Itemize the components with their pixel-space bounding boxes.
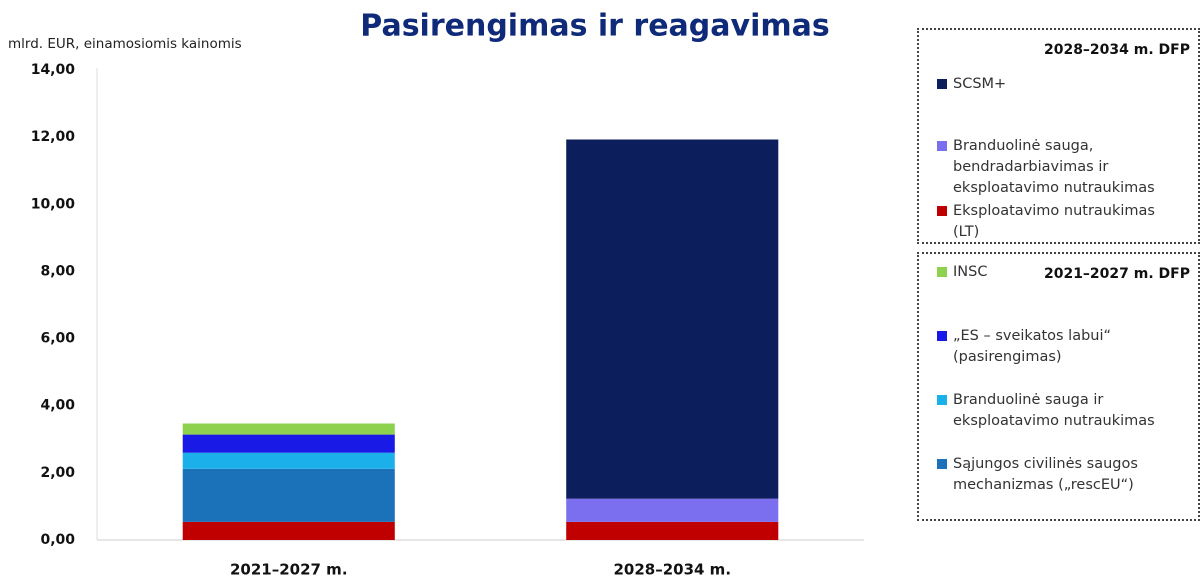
legend-swatch bbox=[937, 141, 947, 151]
legend-item: „ES – sveikatos labui“ (pasirengimas) bbox=[937, 326, 1183, 368]
legend-swatch bbox=[937, 206, 947, 216]
y-tick-label: 14,00 bbox=[31, 62, 76, 78]
y-axis-label: mlrd. EUR, einamosiomis kainomis bbox=[8, 36, 242, 52]
legend-label: Branduolinė sauga, bendradarbiavimas ir … bbox=[953, 138, 1155, 196]
bar-segment bbox=[182, 521, 395, 540]
legend-label: „ES – sveikatos labui“ (pasirengimas) bbox=[953, 328, 1112, 365]
bar-segment bbox=[566, 139, 779, 499]
legend-label: INSC bbox=[953, 264, 988, 280]
bar-segment bbox=[182, 423, 395, 435]
legend-label: Sąjungos civilinės saugos mechanizmas („… bbox=[953, 456, 1138, 493]
legend-item: SCSM+ bbox=[937, 74, 1183, 95]
legend-item: Sąjungos civilinės saugos mechanizmas („… bbox=[937, 454, 1183, 496]
legend-label: SCSM+ bbox=[953, 76, 1007, 92]
legend-item: INSC bbox=[937, 262, 1183, 283]
legend-item: Branduolinė sauga, bendradarbiavimas ir … bbox=[937, 136, 1183, 199]
legend-swatch bbox=[937, 267, 947, 277]
legend-box: 2028–2034 m. DFP SCSM+ Branduolinė sauga, … bbox=[917, 28, 1200, 244]
bar-segment bbox=[182, 434, 395, 453]
y-tick-label: 10,00 bbox=[31, 196, 76, 212]
y-tick-label: 12,00 bbox=[31, 129, 76, 145]
legend-swatch bbox=[937, 331, 947, 341]
bar-segment bbox=[182, 452, 395, 469]
bar-segment bbox=[566, 498, 779, 522]
x-tick-label: 2021–2027 m. bbox=[230, 561, 348, 578]
y-tick-label: 4,00 bbox=[40, 398, 75, 414]
y-tick-label: 8,00 bbox=[40, 263, 75, 279]
y-tick-label: 2,00 bbox=[40, 465, 75, 481]
legend-label: Eksploatavimo nutraukimas (LT) bbox=[953, 203, 1155, 240]
bar-segment bbox=[182, 468, 395, 522]
legend-title: 2021–2027 m. DFP bbox=[1043, 266, 1190, 282]
legend-swatch bbox=[937, 459, 947, 469]
y-tick-label: 6,00 bbox=[40, 331, 75, 347]
y-tick-label: 0,00 bbox=[40, 532, 75, 548]
x-tick-label: 2028–2034 m. bbox=[613, 561, 731, 578]
legend-item: Branduolinė sauga ir eksploatavimo nutra… bbox=[937, 390, 1183, 432]
legend-title: 2028–2034 m. DFP bbox=[1043, 42, 1190, 58]
legend-box: 2021–2027 m. DFP INSC „ES – sveikatos labu… bbox=[917, 252, 1200, 521]
legend-swatch bbox=[937, 395, 947, 405]
chart-title: Pasirengimas ir reagavimas bbox=[360, 9, 829, 44]
legend-swatch bbox=[937, 79, 947, 89]
legend-label: Branduolinė sauga ir eksploatavimo nutra… bbox=[953, 392, 1155, 429]
bar-segment bbox=[566, 521, 779, 540]
legend-item: Eksploatavimo nutraukimas (LT) bbox=[937, 201, 1183, 243]
